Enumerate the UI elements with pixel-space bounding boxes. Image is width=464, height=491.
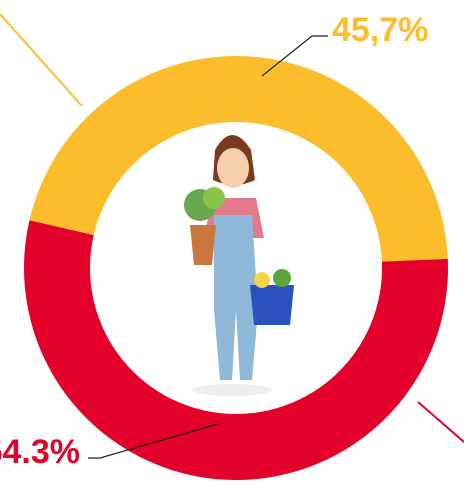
donut [24,55,449,480]
overalls [214,215,258,380]
basket [250,285,294,325]
leader-line [88,423,219,459]
produce [273,269,291,287]
leader-line [417,401,464,443]
illustration [184,135,294,396]
plant [203,187,225,209]
decor-lines [0,13,464,443]
face [217,148,249,188]
labels: 45,7% 54.3% [0,11,428,471]
donut-segment [29,55,448,262]
data-label: 45,7% [332,11,428,49]
pot [190,225,216,265]
data-label: 54.3% [0,433,80,471]
leader-line [261,35,328,77]
leader-line [0,13,83,107]
shadow [192,384,272,396]
produce [254,272,270,288]
donut-segment [24,220,449,480]
